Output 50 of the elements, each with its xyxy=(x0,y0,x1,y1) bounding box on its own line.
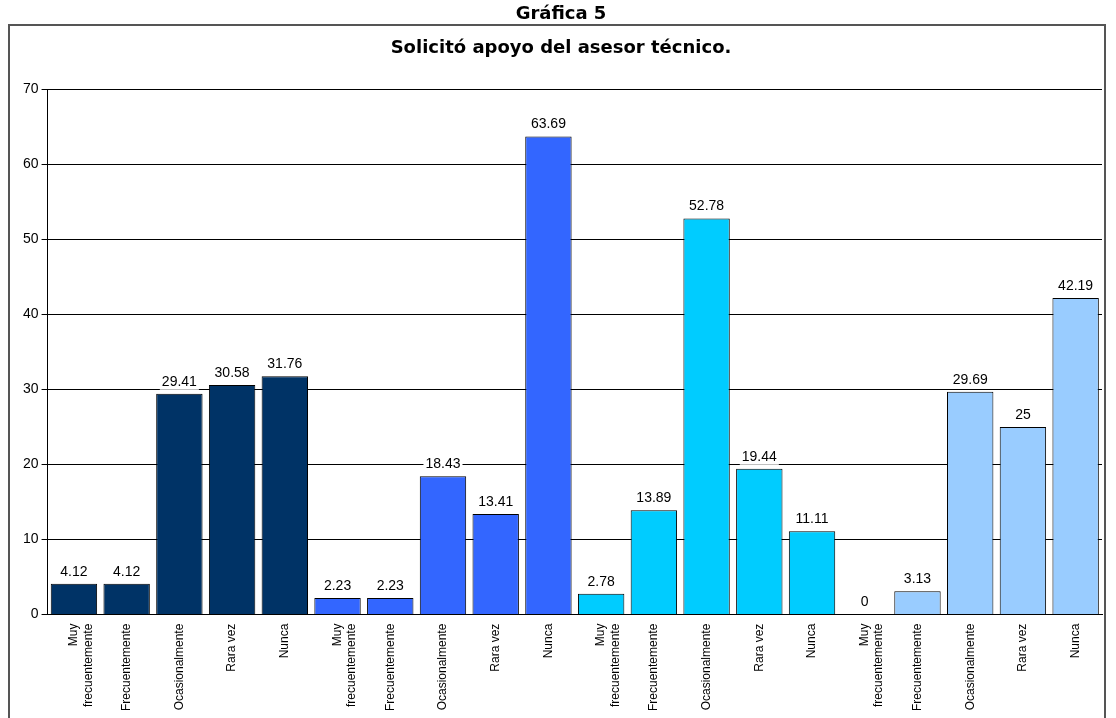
data-label: 29.41 xyxy=(161,372,198,389)
data-label: 30.58 xyxy=(214,363,250,380)
data-label: 18.43 xyxy=(425,455,461,472)
y-tick-label: 60 xyxy=(22,155,39,172)
x-tick-label: Rara vez xyxy=(751,623,766,672)
x-tick-label: Nunca xyxy=(540,623,555,659)
x-tick-label: Ocasionalmente xyxy=(435,623,450,711)
data-label: 42.19 xyxy=(1058,276,1094,293)
chart-subtitle: Solicitó apoyo del asesor técnico. xyxy=(390,36,732,58)
data-label: 0 xyxy=(860,593,869,610)
x-tick-label: Muy frecuentemente xyxy=(66,623,95,708)
x-tick-label: Nunca xyxy=(804,623,819,659)
data-label: 63.69 xyxy=(530,115,567,132)
x-tick-label: Muy frecuentemente xyxy=(857,623,886,708)
chart-title: Gráfica 5 xyxy=(515,2,607,24)
data-label: 19.44 xyxy=(741,447,778,464)
x-tick-label: Frecuentemente xyxy=(646,623,661,712)
data-label: 13.41 xyxy=(478,492,514,509)
x-tick-label: Ocasionalmente xyxy=(962,623,977,711)
x-tick-label: Frecuentemente xyxy=(382,623,397,712)
x-tick-label: Frecuentemente xyxy=(118,623,133,712)
y-tick-label: 40 xyxy=(22,305,39,322)
y-tick-label: 50 xyxy=(22,230,39,247)
data-label: 2.23 xyxy=(376,576,405,593)
x-tick-label: Nunca xyxy=(1067,623,1082,659)
data-label: 11.11 xyxy=(795,510,829,527)
data-label: 13.89 xyxy=(636,489,672,506)
y-tick-label: 30 xyxy=(22,380,39,397)
data-label: 3.13 xyxy=(903,569,932,586)
y-tick-label: 0 xyxy=(30,605,39,622)
data-label: 4.12 xyxy=(113,562,141,579)
x-tick-label: Rara vez xyxy=(488,623,503,672)
y-tick-label: 20 xyxy=(22,455,39,472)
x-tick-label: Frecuentemente xyxy=(909,623,924,712)
data-label: 2.78 xyxy=(587,572,615,589)
data-label: 25 xyxy=(1015,405,1031,422)
data-label: 4.12 xyxy=(60,562,88,579)
x-tick-label: Rara vez xyxy=(224,623,239,672)
x-tick-label: Muy frecuentemente xyxy=(329,623,359,708)
x-tick-label: Muy frecuentemente xyxy=(593,623,622,708)
y-tick-label: 10 xyxy=(22,530,39,547)
y-tick-label: 70 xyxy=(22,80,39,97)
x-tick-label: Ocasionalmente xyxy=(171,623,186,711)
data-label: 2.23 xyxy=(323,576,352,593)
data-label: 29.69 xyxy=(952,370,988,387)
x-tick-label: Nunca xyxy=(277,623,292,659)
data-label: 31.76 xyxy=(267,355,303,372)
x-tick-label: Rara vez xyxy=(1015,623,1030,672)
x-tick-label: Ocasionalmente xyxy=(698,623,713,711)
data-label: 52.78 xyxy=(689,197,725,214)
